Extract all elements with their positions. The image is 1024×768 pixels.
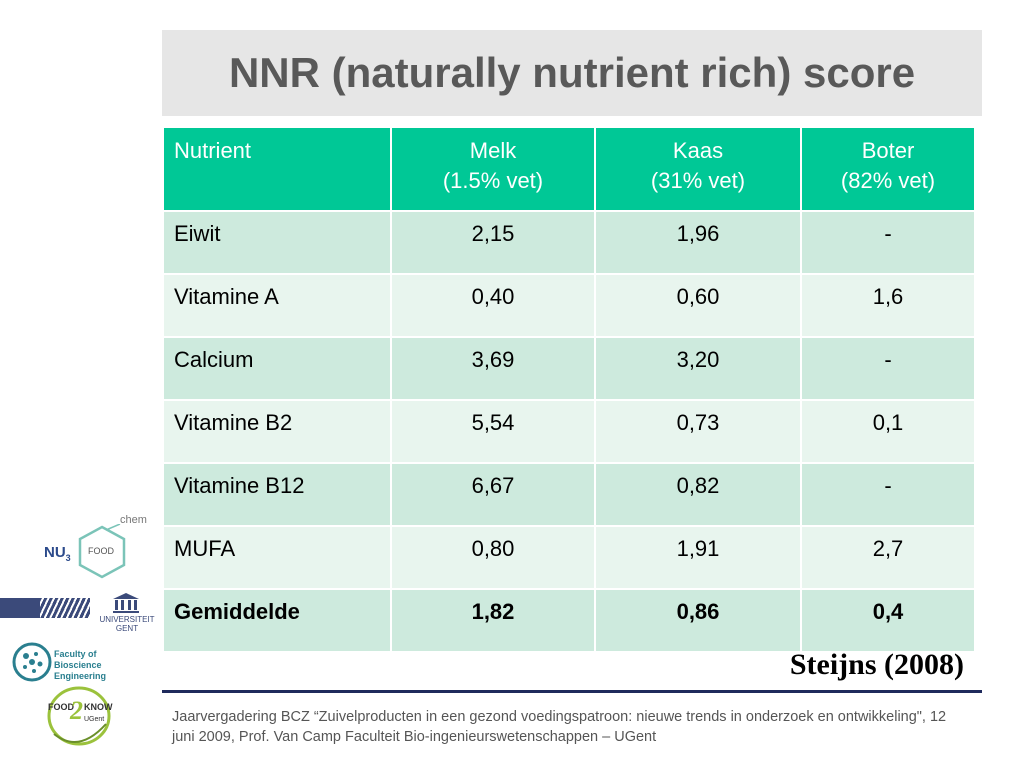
header-sublabel: (31% vet) bbox=[650, 168, 746, 193]
kaas-cell: 1,96 bbox=[594, 210, 802, 275]
footer-divider bbox=[162, 690, 982, 693]
faculty-circle-icon bbox=[12, 642, 52, 682]
nutrient-cell: Gemiddelde bbox=[162, 588, 392, 653]
nu3-text: NU3 bbox=[44, 544, 71, 563]
faculty-logo: Faculty of Bioscience Engineering bbox=[10, 640, 155, 684]
hexagon-icon bbox=[78, 524, 126, 579]
kaas-cell: 3,20 bbox=[594, 336, 802, 401]
header-sublabel: (82% vet) bbox=[840, 168, 936, 193]
kaas-cell: 0,60 bbox=[594, 273, 802, 338]
nutrient-cell: Vitamine B12 bbox=[162, 462, 392, 527]
food2know-2-text: 2 bbox=[70, 696, 83, 725]
table-row-average: Gemiddelde 1,82 0,86 0,4 bbox=[162, 588, 976, 653]
nutrient-cell: Vitamine A bbox=[162, 273, 392, 338]
boter-cell: - bbox=[800, 210, 976, 275]
nutrient-cell: MUFA bbox=[162, 525, 392, 590]
kaas-cell: 0,86 bbox=[594, 588, 802, 653]
stripes-decoration-solid bbox=[0, 598, 40, 618]
table-row: Vitamine B2 5,54 0,73 0,1 bbox=[162, 399, 976, 464]
faculty-text: Faculty of Bioscience Engineering bbox=[54, 649, 107, 681]
melk-cell: 1,82 bbox=[390, 588, 596, 653]
header-melk: Melk (1.5% vet) bbox=[390, 126, 596, 212]
melk-cell: 2,15 bbox=[390, 210, 596, 275]
building-icon bbox=[113, 593, 139, 613]
header-kaas: Kaas (31% vet) bbox=[594, 126, 802, 212]
boter-cell: 2,7 bbox=[800, 525, 976, 590]
melk-cell: 6,67 bbox=[390, 462, 596, 527]
header-label: Boter bbox=[861, 138, 915, 163]
ugent-logo: UNIVERSITEIT GENT bbox=[96, 592, 158, 636]
header-sublabel: (1.5% vet) bbox=[442, 168, 544, 193]
boter-cell: 0,1 bbox=[800, 399, 976, 464]
nu3-food-chem-logo: NU3 FOOD chem bbox=[40, 510, 150, 580]
table-row: Eiwit 2,15 1,96 - bbox=[162, 210, 976, 275]
title-bar: NNR (naturally nutrient rich) score bbox=[162, 30, 982, 116]
melk-cell: 5,54 bbox=[390, 399, 596, 464]
melk-cell: 0,40 bbox=[390, 273, 596, 338]
nnr-table: Nutrient Melk (1.5% vet) Kaas (31% vet) … bbox=[162, 126, 976, 653]
table-row: Vitamine B12 6,67 0,82 - bbox=[162, 462, 976, 527]
source-citation: Steijns (2008) bbox=[789, 648, 964, 681]
nutrient-cell: Calcium bbox=[162, 336, 392, 401]
boter-cell: - bbox=[800, 336, 976, 401]
food2know-logo: FOOD 2 KNOW UGent bbox=[44, 684, 114, 748]
nutrient-cell: Eiwit bbox=[162, 210, 392, 275]
header-nutrient: Nutrient bbox=[162, 126, 392, 212]
header-boter: Boter (82% vet) bbox=[800, 126, 976, 212]
slide-title: NNR (naturally nutrient rich) score bbox=[228, 49, 916, 96]
food2know-know-text: KNOW bbox=[84, 702, 113, 712]
header-label: Nutrient bbox=[174, 138, 252, 163]
header-row: Nutrient Melk (1.5% vet) Kaas (31% vet) … bbox=[162, 126, 976, 212]
table-row: Vitamine A 0,40 0,60 1,6 bbox=[162, 273, 976, 338]
footer-text: Jaarvergadering BCZ “Zuivelproducten in … bbox=[172, 709, 947, 745]
kaas-cell: 0,73 bbox=[594, 399, 802, 464]
food2know-ugent-text: UGent bbox=[84, 716, 105, 723]
boter-cell: 1,6 bbox=[800, 273, 976, 338]
nu3-chem-text: chem bbox=[120, 514, 147, 526]
boter-cell: - bbox=[800, 462, 976, 527]
header-label: Melk bbox=[469, 138, 517, 163]
food2know-swirl-icon bbox=[47, 686, 111, 746]
header-label: Kaas bbox=[672, 138, 724, 163]
boter-cell: 0,4 bbox=[800, 588, 976, 653]
kaas-cell: 0,82 bbox=[594, 462, 802, 527]
melk-cell: 3,69 bbox=[390, 336, 596, 401]
nu3-food-text: FOOD bbox=[88, 546, 114, 556]
table-row: Calcium 3,69 3,20 - bbox=[162, 336, 976, 401]
food2know-food-text: FOOD bbox=[48, 702, 74, 712]
kaas-cell: 1,91 bbox=[594, 525, 802, 590]
nutrient-cell: Vitamine B2 bbox=[162, 399, 392, 464]
ugent-text: UNIVERSITEIT GENT bbox=[99, 615, 155, 633]
melk-cell: 0,80 bbox=[390, 525, 596, 590]
table-row: MUFA 0,80 1,91 2,7 bbox=[162, 525, 976, 590]
